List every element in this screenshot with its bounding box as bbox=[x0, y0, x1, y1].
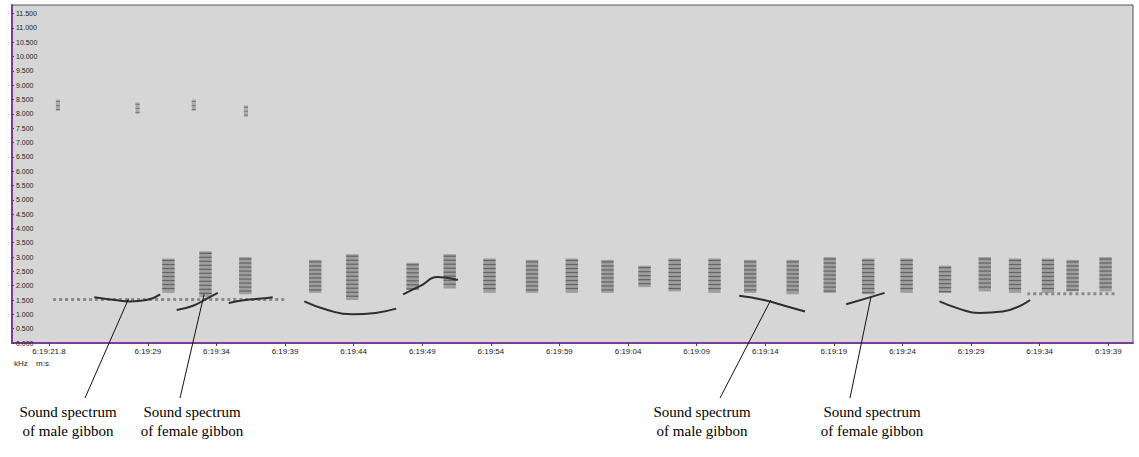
svg-text:Sound spectrum: Sound spectrum bbox=[653, 404, 750, 420]
svg-text:6:19:54: 6:19:54 bbox=[478, 347, 505, 356]
svg-text:6:19:59: 6:19:59 bbox=[546, 347, 573, 356]
svg-text:of male gibbon: of male gibbon bbox=[657, 423, 748, 439]
svg-text:4.000: 4.000 bbox=[16, 225, 34, 232]
svg-text:5.000: 5.000 bbox=[16, 196, 34, 203]
svg-text:1.000: 1.000 bbox=[16, 311, 34, 318]
svg-text:6:19:04: 6:19:04 bbox=[615, 347, 642, 356]
svg-text:6.500: 6.500 bbox=[16, 153, 34, 160]
svg-text:8.000: 8.000 bbox=[16, 110, 34, 117]
svg-text:2.000: 2.000 bbox=[16, 282, 34, 289]
svg-text:6:19:49: 6:19:49 bbox=[409, 347, 436, 356]
svg-text:2.500: 2.500 bbox=[16, 268, 34, 275]
svg-text:3.000: 3.000 bbox=[16, 254, 34, 261]
svg-text:6:19:09: 6:19:09 bbox=[683, 347, 710, 356]
svg-text:of male gibbon: of male gibbon bbox=[23, 423, 114, 439]
svg-text:6:19:39: 6:19:39 bbox=[272, 347, 299, 356]
svg-text:6:19:14: 6:19:14 bbox=[752, 347, 779, 356]
svg-text:0.500: 0.500 bbox=[16, 325, 34, 332]
svg-text:6:19:29: 6:19:29 bbox=[958, 347, 985, 356]
svg-text:6:19:21.8: 6:19:21.8 bbox=[32, 347, 66, 356]
svg-text:11.000: 11.000 bbox=[16, 24, 37, 31]
svg-text:3.500: 3.500 bbox=[16, 239, 34, 246]
svg-text:kHz: kHz bbox=[14, 359, 28, 368]
svg-text:1.500: 1.500 bbox=[16, 297, 34, 304]
svg-text:6:19:34: 6:19:34 bbox=[203, 347, 230, 356]
svg-text:0.000: 0.000 bbox=[16, 340, 34, 347]
svg-text:6:19:19: 6:19:19 bbox=[821, 347, 848, 356]
svg-text:11.500: 11.500 bbox=[16, 10, 37, 17]
svg-text:10.500: 10.500 bbox=[16, 39, 38, 46]
svg-text:9.000: 9.000 bbox=[16, 82, 34, 89]
svg-text:7.000: 7.000 bbox=[16, 139, 34, 146]
svg-text:Sound spectrum: Sound spectrum bbox=[823, 404, 920, 420]
svg-text:Sound spectrum: Sound spectrum bbox=[143, 404, 240, 420]
svg-text:6:19:44: 6:19:44 bbox=[340, 347, 367, 356]
svg-text:6:19:34: 6:19:34 bbox=[1026, 347, 1053, 356]
svg-text:6:19:39: 6:19:39 bbox=[1095, 347, 1122, 356]
svg-text:of female gibbon: of female gibbon bbox=[821, 423, 924, 439]
svg-text:of female gibbon: of female gibbon bbox=[141, 423, 244, 439]
svg-text:6.000: 6.000 bbox=[16, 168, 34, 175]
svg-text:10.000: 10.000 bbox=[16, 53, 38, 60]
svg-text:6:19:29: 6:19:29 bbox=[134, 347, 161, 356]
svg-text:8.500: 8.500 bbox=[16, 96, 34, 103]
svg-text:4.500: 4.500 bbox=[16, 211, 34, 218]
svg-text:5.500: 5.500 bbox=[16, 182, 34, 189]
svg-text:Sound spectrum: Sound spectrum bbox=[19, 404, 116, 420]
svg-text:7.500: 7.500 bbox=[16, 125, 34, 132]
svg-text:m:s: m:s bbox=[36, 359, 49, 368]
svg-text:9.500: 9.500 bbox=[16, 67, 34, 74]
svg-text:6:19:24: 6:19:24 bbox=[889, 347, 916, 356]
